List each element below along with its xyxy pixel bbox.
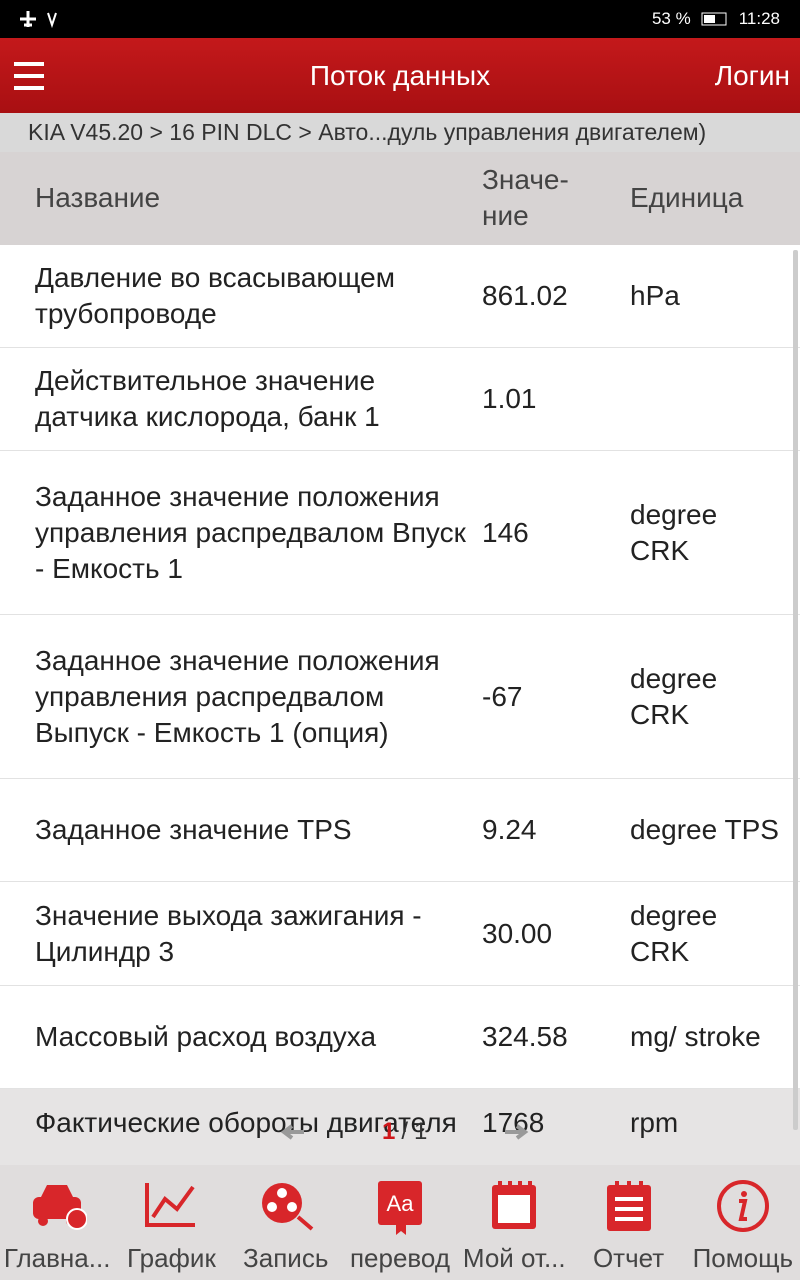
- table-body: Давление во всасывающем трубопроводе 861.…: [0, 245, 800, 1165]
- data-row[interactable]: Значение выхода зажигания - Цилиндр 3 30.…: [0, 882, 800, 986]
- nav-item[interactable]: Запись: [229, 1165, 343, 1280]
- param-name: Заданное значение положения управления р…: [35, 480, 466, 584]
- page-separator: /: [401, 1118, 409, 1145]
- nav-item[interactable]: Aa перевод: [343, 1165, 457, 1280]
- param-unit: rpm: [630, 1107, 679, 1138]
- nav-item[interactable]: Мой от...: [457, 1165, 571, 1280]
- status-icons: [20, 11, 57, 29]
- data-row[interactable]: Заданное значение положения управления р…: [0, 451, 800, 615]
- param-unit: degree TPS: [630, 814, 779, 845]
- param-unit: degree CRK: [630, 662, 718, 730]
- battery-icon: [701, 12, 727, 26]
- param-value: 9.24: [482, 814, 537, 845]
- status-bar: 53 % 11:28: [0, 0, 800, 38]
- data-row[interactable]: Действительное значение датчика кислород…: [0, 348, 800, 451]
- column-header: Единица: [630, 180, 743, 216]
- data-row[interactable]: Фактические обороты двигателя 1768 rpm: [0, 1089, 800, 1165]
- header-title: Поток данных: [309, 60, 491, 91]
- param-unit: hPa: [630, 280, 680, 311]
- param-unit: degree CRK: [630, 498, 718, 566]
- param-unit: degree CRK: [630, 899, 718, 967]
- column-header-line: ние: [482, 200, 529, 231]
- clock: 11:28: [738, 9, 780, 28]
- param-value: 324.58: [482, 1021, 568, 1052]
- battery-percent: 53 %: [651, 9, 691, 28]
- column-header: Значе-ние: [482, 162, 569, 234]
- data-row[interactable]: Массовый расход воздуха 324.58 mg/ stroke: [0, 986, 800, 1089]
- nav-icon: [261, 1183, 314, 1231]
- login-button[interactable]: Логин: [714, 60, 790, 91]
- next-page[interactable]: [503, 1122, 529, 1142]
- param-unit: mg/ stroke: [630, 1021, 761, 1052]
- column-header: Название: [35, 180, 160, 216]
- breadcrumb: KIA V45.20 > 16 PIN DLC > Авто...дуль уп…: [0, 113, 800, 152]
- nav-label: Отчет: [592, 1243, 665, 1273]
- page-total: 1: [414, 1118, 428, 1145]
- page-current: 1: [382, 1118, 396, 1145]
- nav-label: перевод: [349, 1243, 450, 1273]
- nav-label: Помощь: [692, 1243, 794, 1273]
- param-name: Действительное значение датчика кислород…: [35, 365, 380, 432]
- data-row[interactable]: Заданное значение TPS 9.24 degree TPS: [0, 779, 800, 882]
- status-right: 53 % 11:28: [652, 9, 780, 29]
- column-header-line: Значе-: [482, 164, 569, 195]
- nav-icon: [492, 1181, 537, 1229]
- table-header: Название Значе-ние Единица: [0, 152, 800, 245]
- param-name: Фактические обороты двигателя: [35, 1107, 457, 1138]
- param-name: Давление во всасывающем трубопроводе: [35, 262, 395, 329]
- nav-label: График: [127, 1243, 216, 1273]
- nav-icon: [716, 1180, 769, 1232]
- nav-label: Мой от...: [462, 1243, 566, 1273]
- column-header-line: Единица: [630, 182, 744, 213]
- nav-item[interactable]: Отчет: [571, 1165, 685, 1280]
- pager: 1 / 1: [280, 1118, 529, 1146]
- param-name: Заданное значение положения управления р…: [35, 644, 440, 748]
- param-name: Массовый расход воздуха: [35, 1021, 377, 1052]
- app-header: Поток данных Логин: [0, 38, 800, 113]
- menu-button[interactable]: [14, 62, 46, 90]
- data-row[interactable]: Давление во всасывающем трубопроводе 861.…: [0, 245, 800, 348]
- param-name: Заданное значение TPS: [35, 814, 352, 845]
- nav-icon: [33, 1185, 88, 1230]
- param-value: -67: [482, 680, 523, 712]
- param-name: Значение выхода зажигания - Цилиндр 3: [35, 899, 422, 967]
- nav-label: Главна...: [3, 1243, 111, 1273]
- param-value: 861.02: [482, 280, 568, 311]
- column-header-line: Название: [35, 182, 161, 213]
- bottom-nav: Главна... График Запись Aa перевод Мой от... О…: [0, 1165, 800, 1280]
- nav-icon: [606, 1181, 651, 1231]
- prev-page[interactable]: [280, 1122, 306, 1142]
- nav-item[interactable]: Главна...: [0, 1165, 114, 1280]
- data-row[interactable]: Заданное значение положения управления р…: [0, 615, 800, 779]
- nav-icon: [145, 1183, 196, 1227]
- nav-label: Запись: [243, 1243, 329, 1273]
- nav-icon: Aa: [377, 1181, 422, 1235]
- scrollbar: [793, 250, 798, 1130]
- param-value: 1.01: [482, 383, 537, 414]
- nav-item[interactable]: График: [114, 1165, 228, 1280]
- param-value: 146: [482, 516, 529, 548]
- param-value: 30.00: [482, 917, 553, 949]
- nav-item[interactable]: Помощь: [686, 1165, 800, 1280]
- icon-text: Aa: [387, 1191, 415, 1216]
